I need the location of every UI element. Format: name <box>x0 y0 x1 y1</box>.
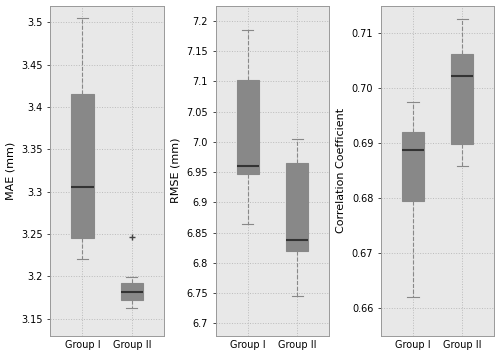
PathPatch shape <box>236 80 259 174</box>
PathPatch shape <box>286 163 308 251</box>
Y-axis label: MAE (mm): MAE (mm) <box>6 141 16 200</box>
PathPatch shape <box>402 132 424 201</box>
Y-axis label: Correlation Coefficient: Correlation Coefficient <box>336 108 346 233</box>
PathPatch shape <box>72 94 94 238</box>
PathPatch shape <box>452 54 473 144</box>
PathPatch shape <box>120 283 143 300</box>
Y-axis label: RMSE (mm): RMSE (mm) <box>171 138 181 203</box>
